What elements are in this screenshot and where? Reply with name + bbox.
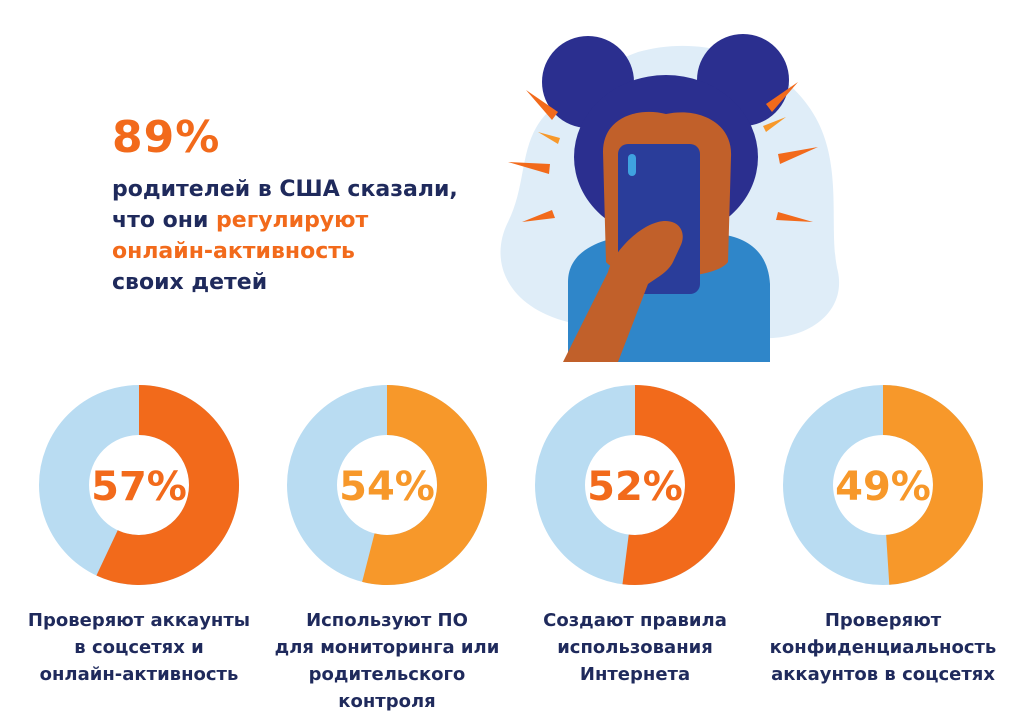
- headline-text: родителей в США сказали, что они регулир…: [112, 174, 532, 298]
- donut-chart-3: 52% Создают правила использования Интерн…: [511, 380, 759, 688]
- donut-arc-4: [881, 385, 983, 585]
- donut-caption-3: Создают правила использования Интернета: [543, 610, 727, 685]
- phone-camera-shape: [628, 154, 636, 176]
- donut-chart-2: 54% Используют ПО для мониторинга или ро…: [263, 380, 511, 715]
- donut-chart-1: 57% Проверяют аккаунты в соцсетях и онла…: [15, 380, 263, 688]
- ray-6: [776, 212, 813, 222]
- ray-7: [538, 132, 560, 144]
- ray-4: [766, 82, 798, 112]
- ray-3: [522, 210, 555, 222]
- donut-value-2: 54%: [339, 464, 435, 510]
- donut-value-3: 52%: [587, 464, 683, 510]
- headline-line-3: онлайн-активность: [112, 239, 355, 264]
- girl-with-phone-illustration: [500, 34, 840, 362]
- headline-line-2-plain: что они: [112, 208, 217, 233]
- headline-line-2-accent: регулируют: [216, 208, 369, 233]
- donut-svg-2: 54%: [287, 385, 487, 585]
- donut-svg-1: 57%: [39, 385, 239, 585]
- headline-line-4: своих детей: [112, 270, 268, 295]
- headline-block: 89% родителей в США сказали, что они рег…: [112, 112, 532, 298]
- donut-arc-2: [362, 385, 487, 585]
- donut-value-4: 49%: [835, 464, 931, 510]
- arm-shape: [563, 221, 683, 362]
- donut-chart-4: 49% Проверяют конфиденциальность аккаунт…: [759, 380, 1007, 688]
- donut-arc-1: [96, 385, 239, 585]
- donut-caption-4: Проверяют конфиденциальность аккаунтов в…: [769, 610, 997, 685]
- donut-caption-2: Используют ПО для мониторинга или родите…: [274, 610, 500, 712]
- headline-line-2: что они регулируют: [112, 205, 532, 236]
- headline-stat: 89%: [112, 112, 221, 163]
- ray-8: [763, 117, 786, 132]
- donut-svg-3: 52%: [535, 385, 735, 585]
- donut-value-1: 57%: [91, 464, 187, 510]
- ray-2: [508, 162, 550, 174]
- attention-rays: [508, 82, 818, 222]
- donut-arc-3: [622, 385, 735, 585]
- donut-svg-4: 49%: [783, 385, 983, 585]
- headline-line-1: родителей в США сказали,: [112, 177, 458, 202]
- donut-charts: 57% Проверяют аккаунты в соцсетях и онла…: [0, 380, 1024, 720]
- donut-caption-1: Проверяют аккаунты в соцсетях и онлайн-а…: [27, 610, 251, 685]
- ray-5: [778, 147, 818, 164]
- ray-1: [526, 90, 558, 120]
- attention-rays-light: [538, 117, 786, 144]
